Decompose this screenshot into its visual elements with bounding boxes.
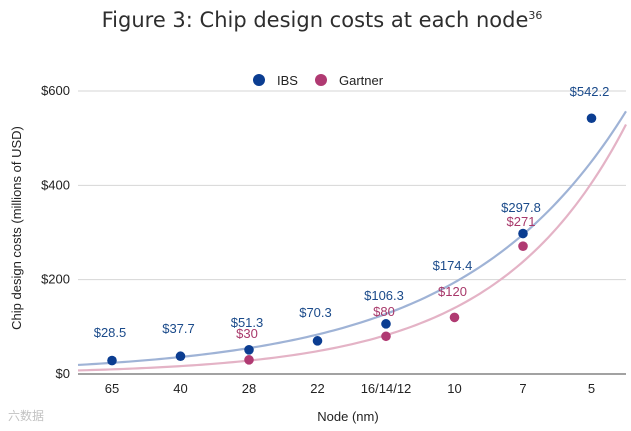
watermark: 六数据 — [8, 408, 44, 423]
data-labels: $28.5 $37.7 $51.3 $70.3 $106.3 $174.4 $297.8 $5… — [94, 84, 610, 341]
data-point-ibs — [107, 355, 117, 366]
x-tick-label: 16/14/12 — [361, 381, 412, 396]
data-point-ibs — [244, 345, 254, 355]
data-point-gartner — [518, 241, 528, 251]
data-label-gartner: $30 — [236, 326, 258, 341]
data-point-gartner — [449, 312, 460, 323]
legend-gartner-label: Gartner — [339, 73, 384, 88]
data-label-ibs: $37.7 — [162, 321, 195, 336]
legend-ibs-label: IBS — [277, 73, 298, 88]
data-label-gartner: $80 — [373, 304, 395, 319]
data-point-ibs — [518, 228, 528, 239]
data-point-ibs — [312, 336, 323, 346]
trend-line-ibs — [77, 110, 627, 367]
chart-title-text: Figure 3: Chip design costs at each node — [102, 8, 529, 32]
data-points — [107, 113, 597, 366]
data-point-gartner — [244, 355, 254, 365]
data-point-ibs — [175, 351, 186, 362]
chart-title-superscript: 36 — [528, 9, 542, 22]
data-label-ibs: $174.4 — [433, 258, 473, 273]
data-label-ibs: $106.3 — [364, 288, 404, 303]
x-tick-label: 22 — [310, 381, 324, 396]
y-axis-title: Chip design costs (millions of USD) — [9, 126, 24, 330]
data-label-gartner: $271 — [507, 214, 536, 229]
y-tick-label: $200 — [41, 272, 70, 287]
data-label-gartner: $120 — [438, 284, 467, 299]
x-tick-label: 7 — [519, 381, 526, 396]
legend-ibs-marker — [253, 74, 265, 86]
y-tick-label: $600 — [41, 83, 70, 98]
x-tick-label: 28 — [242, 381, 256, 396]
x-axis-title: Node (nm) — [317, 409, 378, 424]
x-tick-label: 5 — [588, 381, 595, 396]
x-tick-label: 10 — [447, 381, 461, 396]
data-label-ibs: $542.2 — [570, 84, 610, 99]
x-tick-label: 65 — [105, 381, 119, 396]
legend-gartner-marker — [315, 74, 327, 86]
y-axis-ticks: $0 $200 $400 $600 — [41, 83, 70, 381]
data-point-gartner — [381, 331, 391, 342]
trend-lines — [77, 110, 627, 372]
data-label-ibs: $51.3 — [231, 315, 264, 330]
y-tick-label: $400 — [41, 177, 70, 192]
trend-line-gartner — [77, 124, 627, 372]
x-axis-ticks: 65 40 28 22 16/14/12 10 7 5 — [105, 381, 595, 396]
legend: IBS Gartner — [253, 73, 384, 88]
y-tick-label: $0 — [56, 366, 70, 381]
chart-title: Figure 3: Chip design costs at each node… — [102, 8, 543, 32]
data-label-ibs: $297.8 — [501, 200, 541, 215]
data-label-ibs: $28.5 — [94, 325, 127, 340]
data-point-ibs — [586, 113, 597, 124]
data-point-ibs — [381, 319, 391, 329]
gridlines — [78, 90, 626, 375]
x-tick-label: 40 — [173, 381, 187, 396]
data-label-ibs: $70.3 — [299, 305, 332, 320]
